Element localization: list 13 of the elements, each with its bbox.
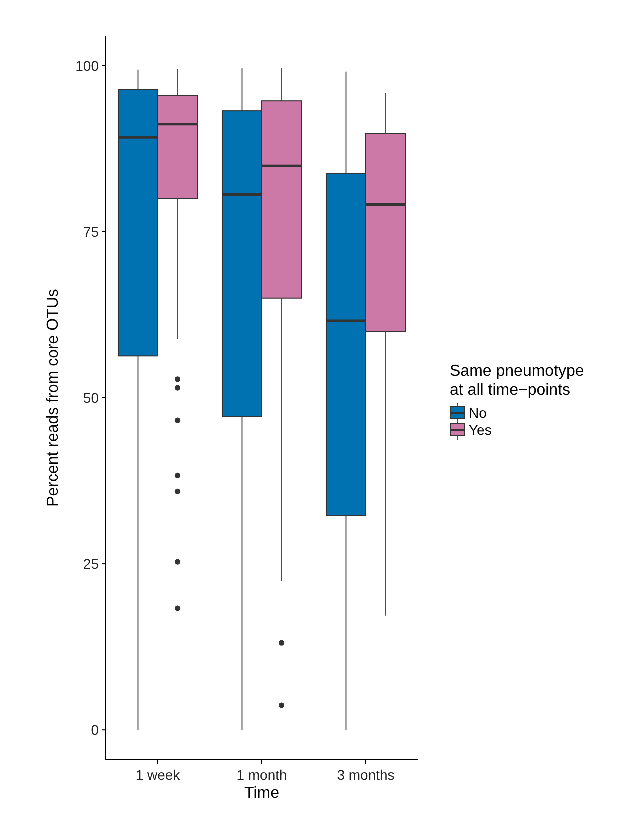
legend-label: No [469, 405, 488, 421]
y-tick-label: 25 [83, 556, 100, 572]
y-tick-label: 0 [91, 722, 100, 738]
y-tick-label: 50 [83, 390, 100, 406]
x-axis-title: Time [244, 785, 280, 802]
legend-label: Yes [469, 422, 492, 438]
x-tick-label: 3 months [337, 767, 395, 783]
y-tick-label: 100 [76, 58, 100, 74]
x-tick-label: 1 week [136, 767, 182, 783]
y-axis-title: Percent reads from core OTUs [45, 289, 62, 507]
legend-title: Same pneumotype at all time−points [450, 363, 584, 399]
x-tick-label: 1 month [236, 767, 288, 783]
y-tick-label: 75 [83, 224, 100, 240]
